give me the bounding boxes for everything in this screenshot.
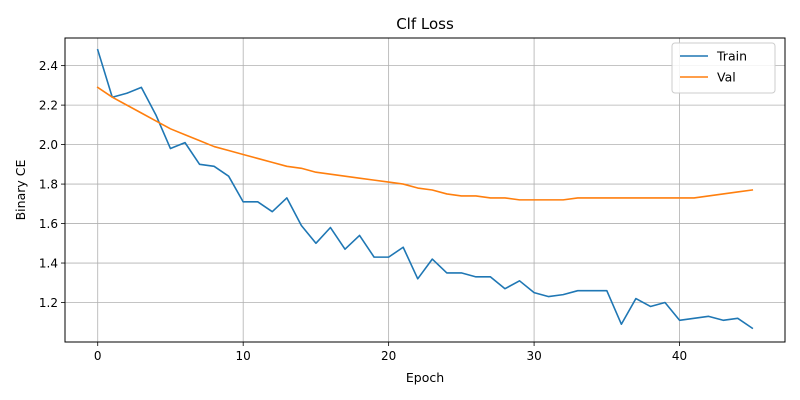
grid xyxy=(65,38,785,342)
ticks: 0 10 20 30 40 1.2 1.4 1.6 1.8 2.0 2.2 2.4 xyxy=(39,59,687,363)
plot-frame xyxy=(64,37,786,343)
x-tick-label: 0 xyxy=(94,349,102,363)
y-tick-label: 1.2 xyxy=(39,296,58,310)
series-line-train xyxy=(96,48,754,330)
y-axis-label: Binary CE xyxy=(13,160,28,221)
series-layer xyxy=(96,48,754,330)
x-tick-label: 10 xyxy=(236,349,251,363)
legend-label-val: Val xyxy=(717,70,736,85)
y-tick-label: 1.6 xyxy=(39,217,58,231)
y-tick-label: 2.2 xyxy=(39,98,58,112)
y-tick-label: 1.8 xyxy=(39,177,58,191)
legend: Train Val xyxy=(671,42,776,94)
legend-label-train: Train xyxy=(716,49,747,64)
x-tick-label: 30 xyxy=(526,349,541,363)
y-tick-label: 1.4 xyxy=(39,256,58,270)
x-axis-label: Epoch xyxy=(406,370,444,385)
y-tick-label: 2.4 xyxy=(39,59,58,73)
x-tick-label: 20 xyxy=(381,349,396,363)
x-tick-label: 40 xyxy=(672,349,687,363)
y-tick-label: 2.0 xyxy=(39,138,58,152)
chart-title: Clf Loss xyxy=(396,15,454,33)
series-line-val xyxy=(96,86,754,201)
